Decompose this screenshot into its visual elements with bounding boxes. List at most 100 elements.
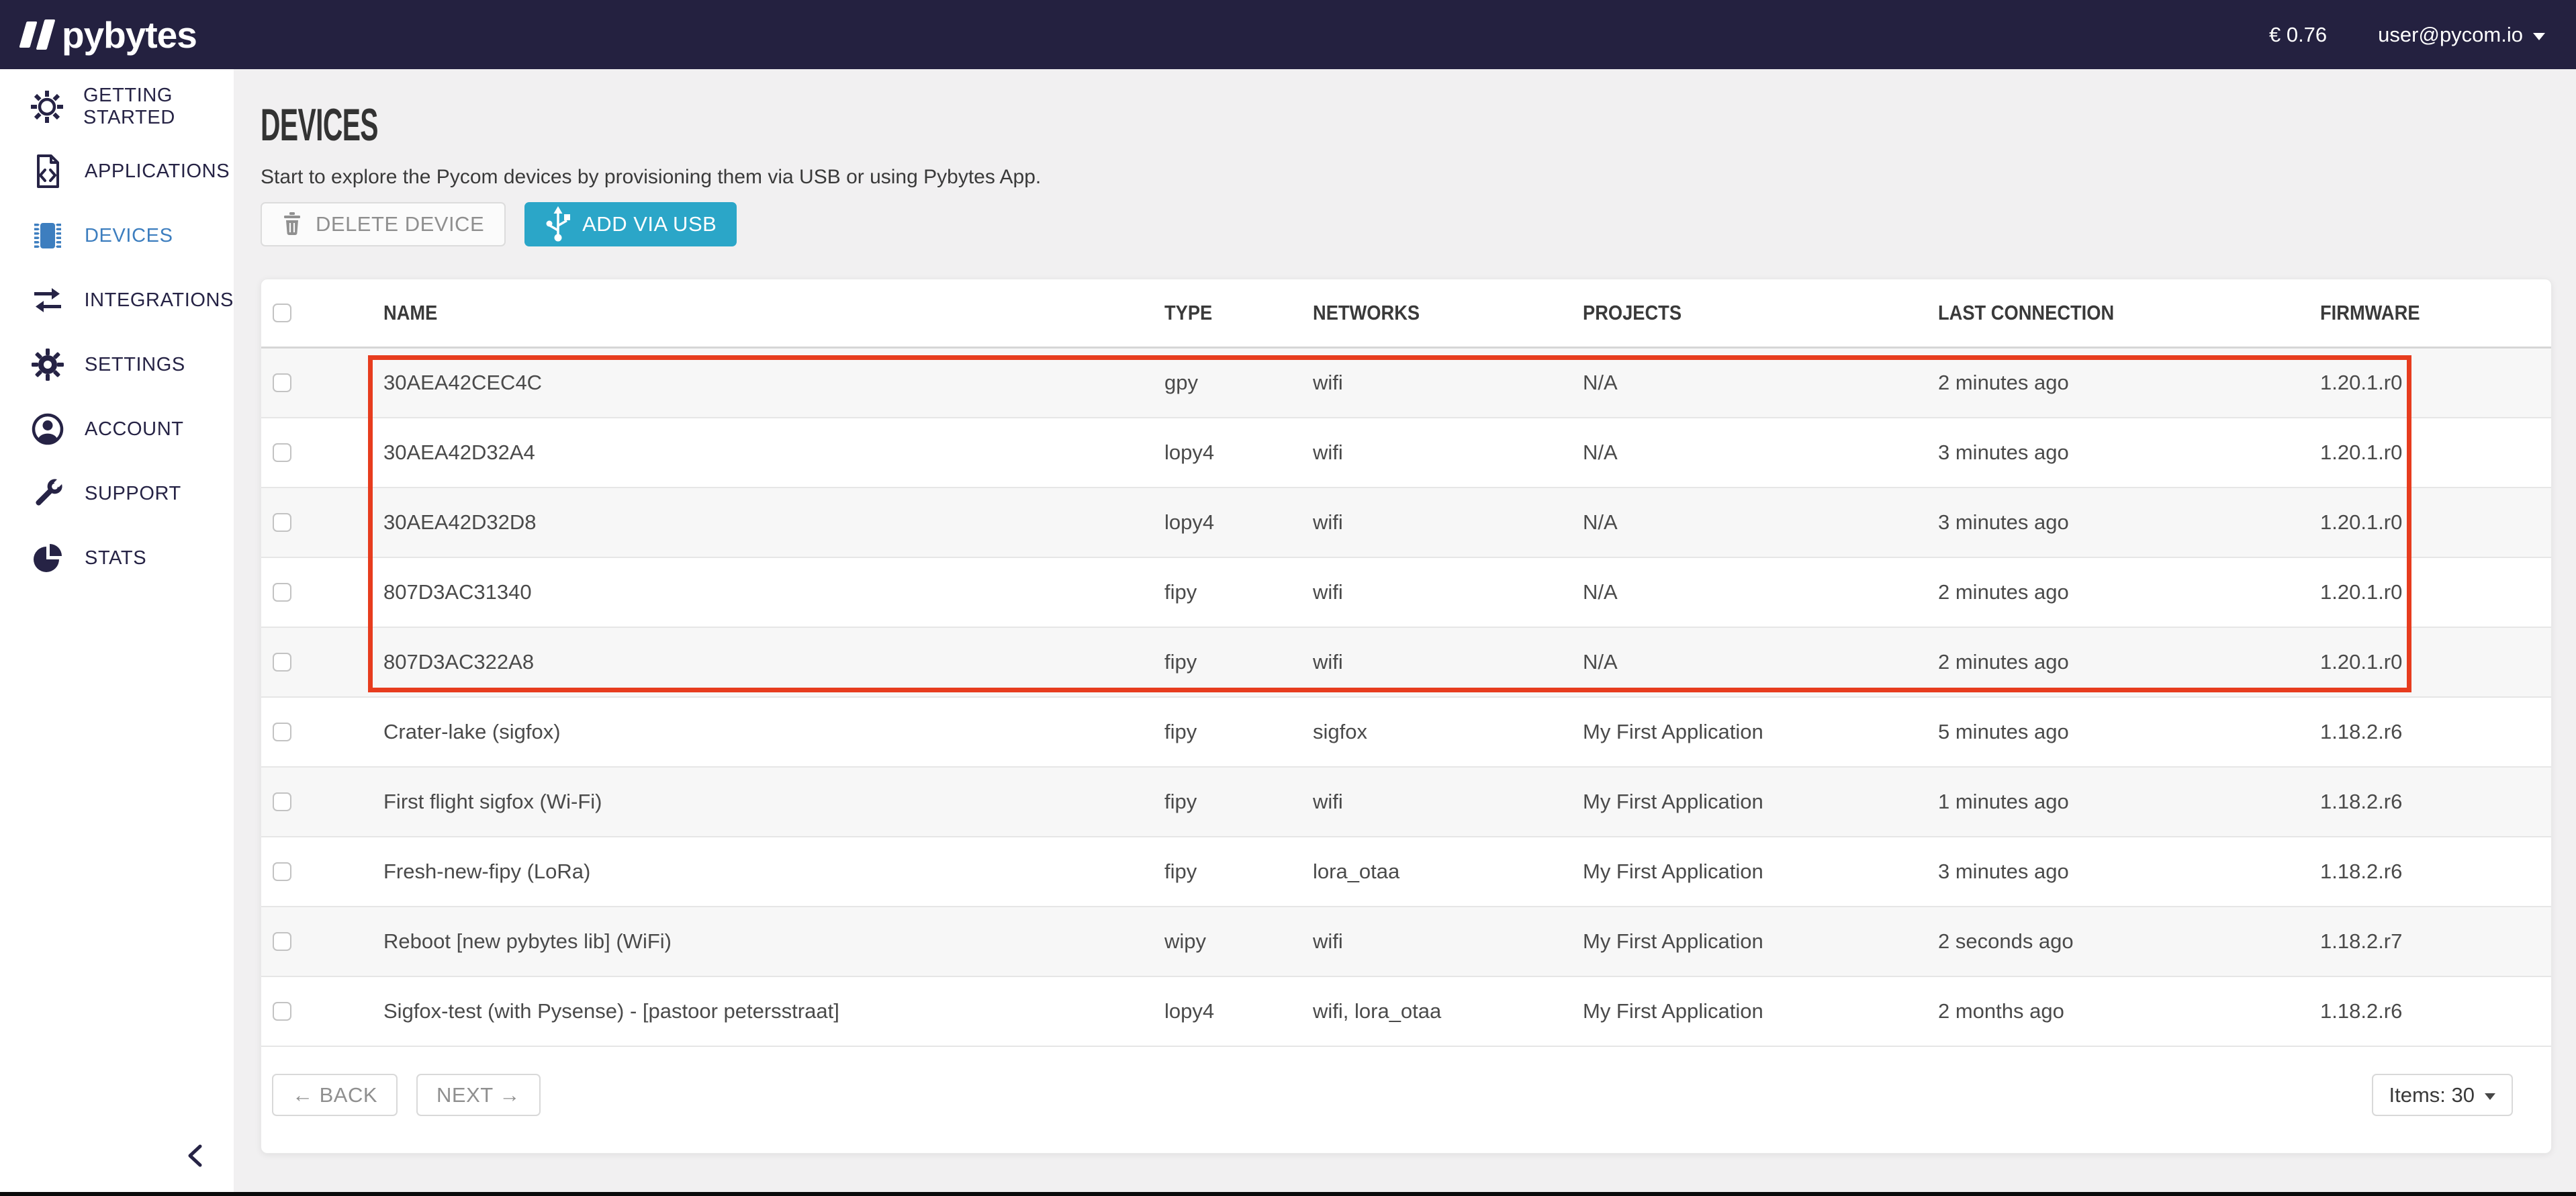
sidebar-collapse-button[interactable] [184,1143,207,1172]
balance-amount[interactable]: € 0.76 [2268,22,2328,46]
sidebar: GETTING STARTED APPLICATIONS DEVICES INTEGR… [0,69,234,1192]
table-row[interactable]: 807D3AC322A8 fipy wifi N/A 2 minutes ago 1.20… [261,628,2551,698]
pycom-logo-icon [19,18,56,52]
select-all-cell [261,304,383,322]
cell-name: 30AEA42CEC4C [383,371,543,394]
table-row[interactable]: 807D3AC31340 fipy wifi N/A 2 minutes ago 1.20… [261,558,2551,628]
back-button[interactable]: ← BACK [272,1074,398,1116]
cell-name: 807D3AC322A8 [383,650,535,674]
column-header-firmware: FIRMWARE [2320,301,2420,324]
sidebar-item-integrations[interactable]: INTEGRATIONS [0,268,234,332]
cell-type: fipy [1164,720,1197,743]
devices-table: NAME TYPE NETWORKS PROJECTS LAST CONNECTION F… [261,279,2552,1154]
page-title: DEVICES [261,99,379,150]
cell-last-connection: 2 months ago [1938,999,2064,1023]
row-checkbox[interactable] [273,792,291,811]
cell-firmware: 1.18.2.r6 [2320,860,2403,883]
sidebar-item-support[interactable]: SUPPORT [0,461,234,526]
cell-projects: N/A [1583,371,1618,394]
toolbar: DELETE DEVICE ADD VIA USB [261,202,2552,246]
sidebar-item-account[interactable]: ACCOUNT [0,397,234,461]
row-checkbox[interactable] [273,723,291,741]
usb-icon [546,206,571,242]
row-checkbox[interactable] [273,443,291,462]
sidebar-item-getting-started[interactable]: GETTING STARTED [0,75,234,139]
cell-firmware: 1.20.1.r0 [2320,650,2403,674]
table-row[interactable]: 30AEA42D32A4 lopy4 wifi N/A 3 minutes ago 1.2… [261,418,2551,488]
cell-firmware: 1.18.2.r6 [2320,790,2403,813]
sidebar-item-label: INTEGRATIONS [84,289,234,311]
cell-networks: wifi, lora_otaa [1313,999,1442,1023]
pie-chart-icon [28,539,67,578]
items-per-page-dropdown[interactable]: Items: 30 [2371,1074,2513,1116]
cell-networks: wifi [1313,790,1343,813]
row-checkbox-cell [261,932,383,951]
sidebar-item-stats[interactable]: STATS [0,526,234,590]
sun-icon [28,87,66,126]
column-header-last-connection: LAST CONNECTION [1938,301,2115,324]
cell-last-connection: 1 minutes ago [1938,790,2069,813]
sidebar-item-label: STATS [85,547,147,569]
delete-device-button[interactable]: DELETE DEVICE [261,202,506,246]
cell-last-connection: 3 minutes ago [1938,441,2069,464]
cell-name: 30AEA42D32A4 [383,441,535,464]
table-body: 30AEA42CEC4C gpy wifi N/A 2 minutes ago 1.20.… [261,349,2551,1047]
cell-name: Crater-lake (sigfox) [383,720,561,743]
row-checkbox-cell [261,862,383,881]
sidebar-item-label: ACCOUNT [85,418,184,440]
row-checkbox-cell [261,513,383,532]
row-checkbox[interactable] [273,583,291,602]
cell-firmware: 1.18.2.r7 [2320,929,2403,953]
cell-last-connection: 5 minutes ago [1938,720,2069,743]
cell-networks: sigfox [1313,720,1367,743]
row-checkbox-cell [261,723,383,741]
table-row[interactable]: First flight sigfox (Wi-Fi) fipy wifi My Fi… [261,768,2551,837]
row-checkbox[interactable] [273,653,291,672]
cell-networks: lora_otaa [1313,860,1400,883]
cell-type: fipy [1164,650,1197,674]
cell-firmware: 1.18.2.r6 [2320,720,2403,743]
cell-projects: N/A [1583,650,1618,674]
user-menu[interactable]: user@pycom.io [2378,23,2545,47]
table-row[interactable]: Fresh-new-fipy (LoRa) fipy lora_otaa My Fir… [261,837,2551,907]
cell-networks: wifi [1313,371,1343,394]
cell-networks: wifi [1313,441,1343,464]
cell-type: lopy4 [1164,510,1215,534]
pybytes-logo[interactable]: pybytes [19,13,197,56]
page-subtitle: Start to explore the Pycom devices by pr… [261,166,1042,188]
main-content: DEVICES Start to explore the Pycom devic… [234,69,2576,1192]
chevron-down-icon [2533,32,2545,40]
cell-projects: My First Application [1583,720,1763,743]
row-checkbox[interactable] [273,513,291,532]
table-row[interactable]: 30AEA42CEC4C gpy wifi N/A 2 minutes ago 1.20.… [261,349,2551,418]
row-checkbox[interactable] [273,932,291,951]
arrows-exchange-icon [28,281,66,320]
add-via-usb-button[interactable]: ADD VIA USB [524,202,737,246]
cell-name: Sigfox-test (with Pysense) - [pastoor pe… [383,999,839,1023]
table-row[interactable]: Sigfox-test (with Pysense) - [pastoor pe… [261,977,2551,1047]
row-checkbox[interactable] [273,373,291,392]
cell-networks: wifi [1313,580,1343,604]
sidebar-item-applications[interactable]: APPLICATIONS [0,139,234,203]
cell-firmware: 1.20.1.r0 [2320,371,2403,394]
row-checkbox-cell [261,443,383,462]
sidebar-item-settings[interactable]: SETTINGS [0,332,234,397]
cell-firmware: 1.20.1.r0 [2320,510,2403,534]
next-button[interactable]: NEXT → [416,1074,541,1116]
chip-icon [28,216,67,255]
cell-projects: My First Application [1583,929,1763,953]
table-row[interactable]: 30AEA42D32D8 lopy4 wifi N/A 3 minutes ago 1.2… [261,488,2551,558]
cell-firmware: 1.18.2.r6 [2320,999,2403,1023]
select-all-checkbox[interactable] [273,304,291,322]
table-row[interactable]: Crater-lake (sigfox) fipy sigfox My First A… [261,698,2551,768]
row-checkbox[interactable] [273,1002,291,1021]
cell-type: lopy4 [1164,441,1215,464]
row-checkbox[interactable] [273,862,291,881]
cell-last-connection: 2 minutes ago [1938,650,2069,674]
sidebar-item-devices[interactable]: DEVICES [0,203,234,268]
row-checkbox-cell [261,373,383,392]
cell-name: 807D3AC31340 [383,580,532,604]
cell-projects: My First Application [1583,860,1763,883]
table-row[interactable]: Reboot [new pybytes lib] (WiFi) wipy wifi M… [261,907,2551,977]
column-header-networks: NETWORKS [1313,301,1420,324]
